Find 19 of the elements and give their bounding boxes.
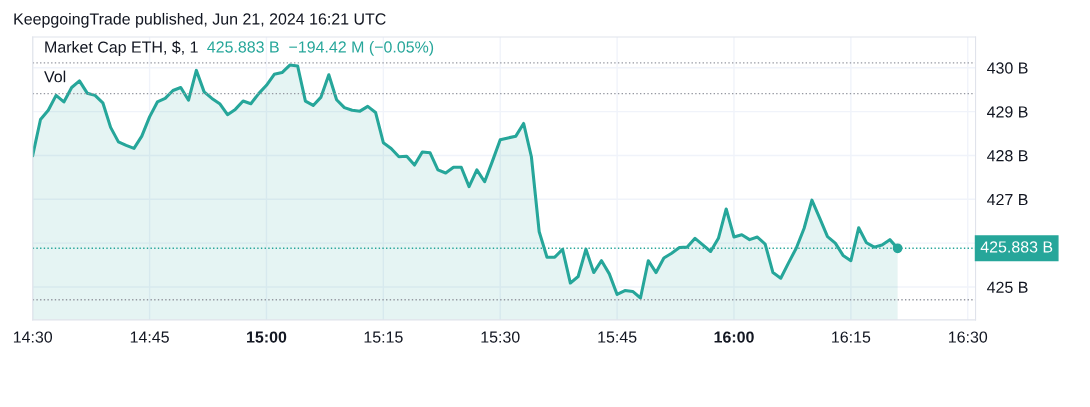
x-tick-label: 15:30 <box>481 331 520 343</box>
y-tick-label: 430 B <box>987 62 1028 74</box>
chart-title: Market Cap ETH, $, 1 <box>45 40 198 56</box>
text: 425.883 B <box>980 241 1053 253</box>
y-tick-label: 427 B <box>987 193 1028 206</box>
x-tick-label: 16:30 <box>948 331 988 343</box>
x-tick-label: 15:45 <box>598 331 637 343</box>
y-tick-label: 428 B <box>987 150 1028 162</box>
x-tick-label: 16:15 <box>832 331 871 343</box>
x-tick-label: 14:45 <box>130 331 169 343</box>
y-tick-label: 429 B <box>987 106 1028 118</box>
annotation: Vol <box>44 70 66 83</box>
x-tick-label: 16:00 <box>714 331 754 343</box>
x-tick-label: 15:15 <box>364 331 403 343</box>
x-tick-label: 15:00 <box>247 331 287 343</box>
chart-subtitle: 425.883 B −194.42 M (−0.05%) <box>207 40 434 56</box>
x-tick-label: 14:30 <box>13 331 53 343</box>
text: KeepgoingTrade published, Jun 21, 2024 16:21 UTC <box>14 12 386 28</box>
y-tick-label: 425 B <box>987 281 1028 293</box>
